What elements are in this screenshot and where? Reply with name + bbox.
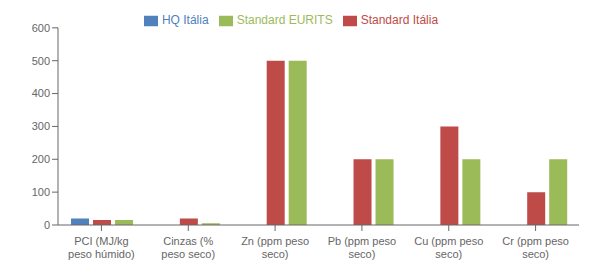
svg-text:Pb (ppm pesoseco): Pb (ppm pesoseco) <box>328 235 396 260</box>
svg-text:300: 300 <box>32 120 50 132</box>
svg-text:PCI (MJ/kgpeso húmido): PCI (MJ/kgpeso húmido) <box>68 235 135 260</box>
html-text:Standard Itália: Standard Itália <box>360 13 439 27</box>
svg-text:Cr (ppm pesoseco): Cr (ppm pesoseco) <box>502 235 569 260</box>
html-text:Standard EURITS: Standard EURITS <box>236 13 333 27</box>
svg-text:500: 500 <box>32 55 50 67</box>
svg-text:Cinzas (%peso seco): Cinzas (%peso seco) <box>161 235 215 260</box>
svg-text:600: 600 <box>32 22 50 34</box>
svg-text:0: 0 <box>44 219 50 231</box>
svg-text:Cu (ppm pesoseco): Cu (ppm pesoseco) <box>414 235 483 260</box>
svg-text:Zn (ppm pesoseco): Zn (ppm pesoseco) <box>241 235 309 260</box>
svg-text:100: 100 <box>32 186 50 198</box>
svg-text:400: 400 <box>32 87 50 99</box>
svg-text:200: 200 <box>32 153 50 165</box>
html-text:HQ Itália: HQ Itália <box>161 13 209 27</box>
